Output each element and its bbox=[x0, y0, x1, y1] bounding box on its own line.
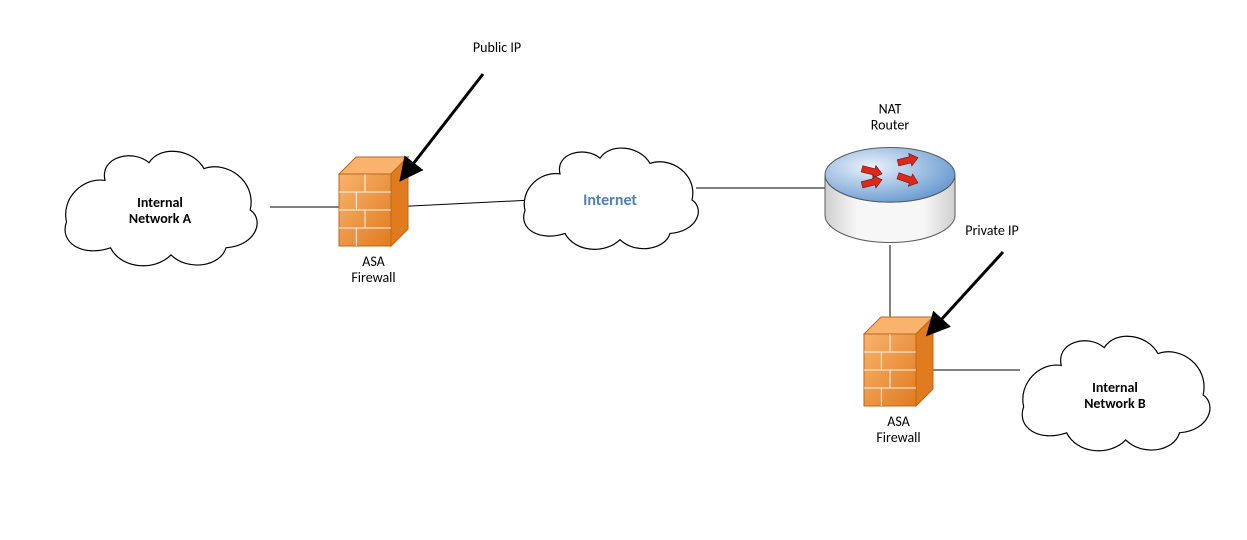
callout-1: Private IP bbox=[930, 222, 1019, 332]
network-diagram: InternalNetwork AASAFirewallInternetNATR… bbox=[0, 0, 1247, 540]
cloud_b-label: Network B bbox=[1084, 395, 1146, 412]
fw_b-label: ASA bbox=[887, 413, 910, 430]
cloud_internet: Internet bbox=[524, 148, 699, 249]
callout-0: Public IP bbox=[403, 39, 521, 177]
router-label: Router bbox=[871, 117, 910, 134]
router: NATRouter bbox=[825, 101, 955, 243]
fw_a-label: ASA bbox=[362, 253, 385, 270]
fw_a: ASAFirewall bbox=[339, 157, 408, 286]
fw_b-label: Firewall bbox=[876, 429, 920, 446]
cloud_b-label: Internal bbox=[1092, 379, 1138, 396]
callout-label: Public IP bbox=[473, 39, 521, 56]
fw_a-label: Firewall bbox=[351, 269, 395, 286]
edge-fw_a-cloud_internet bbox=[391, 200, 532, 207]
callout-label: Private IP bbox=[965, 222, 1018, 239]
cloud_internet-label: Internet bbox=[583, 191, 637, 210]
cloud_b: InternalNetwork B bbox=[1022, 336, 1210, 450]
fw_b: ASAFirewall bbox=[864, 317, 933, 446]
cloud_a-label: Internal bbox=[137, 194, 183, 211]
cloud_a-label: Network A bbox=[129, 210, 192, 227]
cloud_a: InternalNetwork A bbox=[65, 151, 257, 265]
router-label: NAT bbox=[879, 101, 902, 118]
